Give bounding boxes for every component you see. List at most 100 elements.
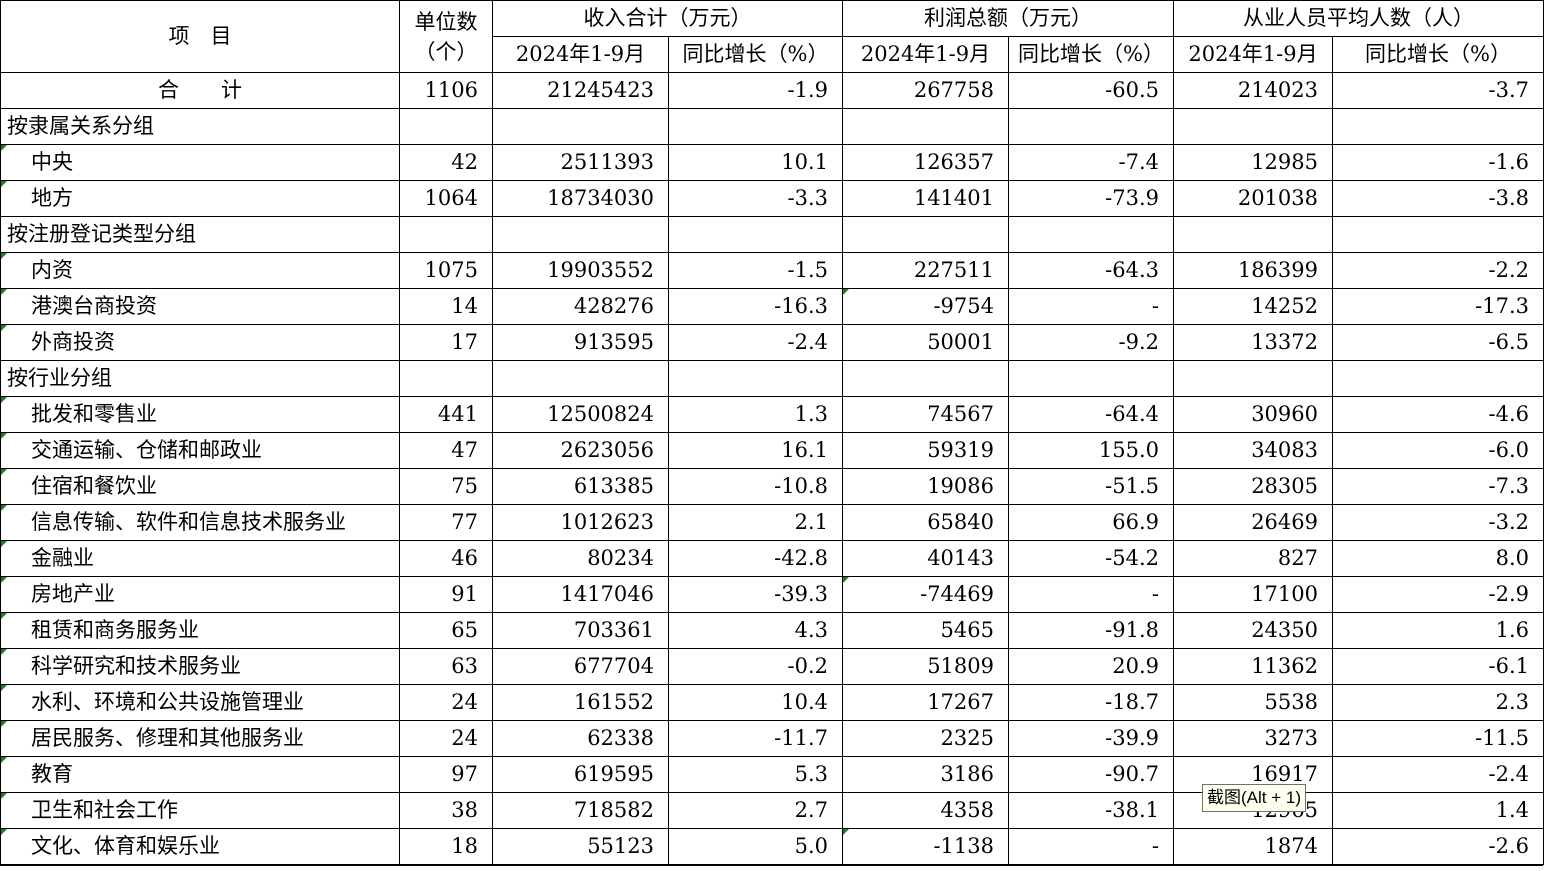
cell-revenue: 55123 [492, 828, 669, 865]
cell-revenue-growth: 2.7 [668, 792, 843, 829]
cell-revenue-growth: 5.0 [668, 828, 843, 865]
cell-employees-growth: 1.4 [1332, 792, 1544, 829]
cell-employees: 12985 [1173, 144, 1333, 181]
cell-revenue-growth: 5.3 [668, 756, 843, 793]
cell-employees-growth: -7.3 [1332, 468, 1544, 505]
cell-profit-growth: -9.2 [1008, 324, 1174, 361]
group-row: 按行业分组 [0, 360, 1544, 397]
total-label: 合 计 [0, 72, 400, 109]
cell-employees: 3273 [1173, 720, 1333, 757]
cell-employees: 34083 [1173, 432, 1333, 469]
row-label: 科学研究和技术服务业 [0, 648, 400, 685]
cell-revenue-growth: 10.1 [668, 144, 843, 181]
cell-units: 42 [399, 144, 493, 181]
cell-employees-growth: -2.9 [1332, 576, 1544, 613]
cell-employees [1173, 108, 1333, 145]
cell-revenue: 62338 [492, 720, 669, 757]
cell-revenue: 2623056 [492, 432, 669, 469]
group-label: 按注册登记类型分组 [0, 216, 400, 253]
cell-profit-growth: 20.9 [1008, 648, 1174, 685]
cell-revenue: 913595 [492, 324, 669, 361]
cell-employees-growth: -2.6 [1332, 828, 1544, 865]
cell-profit-growth: 66.9 [1008, 504, 1174, 541]
group-label: 按行业分组 [0, 360, 400, 397]
cell-employees-growth: -4.6 [1332, 396, 1544, 433]
cell-revenue-growth: 1.3 [668, 396, 843, 433]
cell-units [399, 216, 493, 253]
units-header-line1: 单位数 [414, 9, 478, 34]
row-label: 居民服务、修理和其他服务业 [0, 720, 400, 757]
cell-profit [842, 108, 1009, 145]
cell-revenue-growth [668, 216, 843, 253]
cell-employees: 201038 [1173, 180, 1333, 217]
cell-profit: -74469 [842, 576, 1009, 613]
cell-revenue-growth [668, 108, 843, 145]
cell-employees-growth [1332, 108, 1544, 145]
cell-units: 77 [399, 504, 493, 541]
cell-profit-growth: -7.4 [1008, 144, 1174, 181]
cell-employees: 13372 [1173, 324, 1333, 361]
cell-profit: 65840 [842, 504, 1009, 541]
cell-units: 17 [399, 324, 493, 361]
row-label: 水利、环境和公共设施管理业 [0, 684, 400, 721]
cell-units: 24 [399, 720, 493, 757]
cell-employees-growth: 1.6 [1332, 612, 1544, 649]
cell-employees-growth: -11.5 [1332, 720, 1544, 757]
cell-revenue [492, 360, 669, 397]
cell-profit [842, 216, 1009, 253]
cell-profit-growth: -64.3 [1008, 252, 1174, 289]
table-row: 交通运输、仓储和邮政业 47 2623056 16.1 59319 155.0 34083-… [0, 432, 1544, 469]
row-label: 房地产业 [0, 576, 400, 613]
cell-employees [1173, 216, 1333, 253]
cell-employees-growth: 2.3 [1332, 684, 1544, 721]
cell-revenue-growth: -1.5 [668, 252, 843, 289]
cell-employees: 26469 [1173, 504, 1333, 541]
screenshot-tooltip: 截图(Alt + 1) [1202, 784, 1306, 812]
cell-units: 65 [399, 612, 493, 649]
cell-units: 63 [399, 648, 493, 685]
profit-period-header: 2024年1-9月 [842, 36, 1009, 73]
cell-employees-growth: 8.0 [1332, 540, 1544, 577]
table-row: 水利、环境和公共设施管理业 24 161552 10.4 17267 -18.7 5538 2… [0, 684, 1544, 721]
cell-profit-growth: - [1008, 288, 1174, 325]
cell-revenue: 19903552 [492, 252, 669, 289]
cell-units: 1064 [399, 180, 493, 217]
row-label: 文化、体育和娱乐业 [0, 828, 400, 865]
cell-revenue: 161552 [492, 684, 669, 721]
table-row: 租赁和商务服务业 65 703361 4.3 5465 -91.8 24350 1.6 [0, 612, 1544, 649]
row-label: 交通运输、仓储和邮政业 [0, 432, 400, 469]
cell-profit: -1138 [842, 828, 1009, 865]
cell-revenue: 1417046 [492, 576, 669, 613]
cell-employees-growth: -6.1 [1332, 648, 1544, 685]
cell-profit: 126357 [842, 144, 1009, 181]
cell-profit-growth: -39.9 [1008, 720, 1174, 757]
total-revenue-growth: -1.9 [668, 72, 843, 109]
units-header-line2: （个） [414, 39, 478, 64]
cell-revenue: 619595 [492, 756, 669, 793]
table-row: 外商投资 17 913595 -2.4 50001 -9.2 13372 -6.5 [0, 324, 1544, 361]
units-header: 单位数 （个） [399, 0, 493, 73]
cell-employees: 11362 [1173, 648, 1333, 685]
table-row: 教育 97 619595 5.3 3186 -90.7 16917 -2.4 [0, 756, 1544, 793]
cell-profit: 17267 [842, 684, 1009, 721]
table-row: 批发和零售业 441 12500824 1.3 74567 -64.4 30960 -4.6 [0, 396, 1544, 433]
cell-revenue: 2511393 [492, 144, 669, 181]
cell-revenue: 677704 [492, 648, 669, 685]
cell-employees [1173, 360, 1333, 397]
cell-profit: 4358 [842, 792, 1009, 829]
cell-profit-growth: -90.7 [1008, 756, 1174, 793]
header-row-1: 项 目 单位数 （个） 收入合计（万元） 利润总额（万元） 从业人员平均人数（人… [0, 0, 1544, 73]
cell-employees: 24350 [1173, 612, 1333, 649]
row-label: 租赁和商务服务业 [0, 612, 400, 649]
cell-profit: 3186 [842, 756, 1009, 793]
cell-revenue: 718582 [492, 792, 669, 829]
cell-employees: 30960 [1173, 396, 1333, 433]
cell-profit: 2325 [842, 720, 1009, 757]
cell-units: 441 [399, 396, 493, 433]
cell-revenue [492, 108, 669, 145]
cell-units: 1075 [399, 252, 493, 289]
cell-profit: 51809 [842, 648, 1009, 685]
cell-profit-growth [1008, 108, 1174, 145]
cell-revenue-growth: -11.7 [668, 720, 843, 757]
table-row: 科学研究和技术服务业 63 677704 -0.2 51809 20.9 11362 -6.1 [0, 648, 1544, 685]
